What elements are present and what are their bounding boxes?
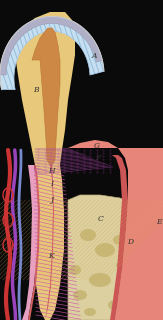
Ellipse shape	[139, 256, 151, 264]
Polygon shape	[0, 17, 104, 90]
Polygon shape	[22, 165, 38, 320]
Text: D: D	[127, 237, 133, 246]
Text: H: H	[48, 167, 55, 175]
Polygon shape	[68, 140, 163, 320]
Ellipse shape	[133, 275, 147, 285]
Ellipse shape	[89, 273, 111, 287]
Ellipse shape	[108, 300, 122, 310]
Text: K: K	[48, 252, 54, 260]
Polygon shape	[32, 28, 60, 165]
Text: J: J	[50, 196, 53, 204]
Ellipse shape	[80, 229, 96, 241]
Polygon shape	[0, 17, 102, 75]
Text: C: C	[98, 215, 104, 223]
Ellipse shape	[116, 259, 134, 271]
Ellipse shape	[113, 235, 127, 245]
Text: E: E	[156, 218, 162, 227]
Ellipse shape	[122, 284, 138, 296]
Polygon shape	[68, 195, 163, 320]
Polygon shape	[28, 165, 54, 320]
Text: I: I	[50, 180, 53, 188]
Text: A: A	[92, 52, 97, 60]
Text: G: G	[94, 142, 100, 150]
Polygon shape	[8, 12, 75, 320]
Ellipse shape	[95, 243, 115, 257]
Text: B: B	[33, 86, 39, 94]
Ellipse shape	[84, 308, 96, 316]
Text: F: F	[95, 155, 100, 163]
Ellipse shape	[69, 265, 81, 275]
Ellipse shape	[73, 290, 87, 300]
Polygon shape	[110, 155, 128, 320]
